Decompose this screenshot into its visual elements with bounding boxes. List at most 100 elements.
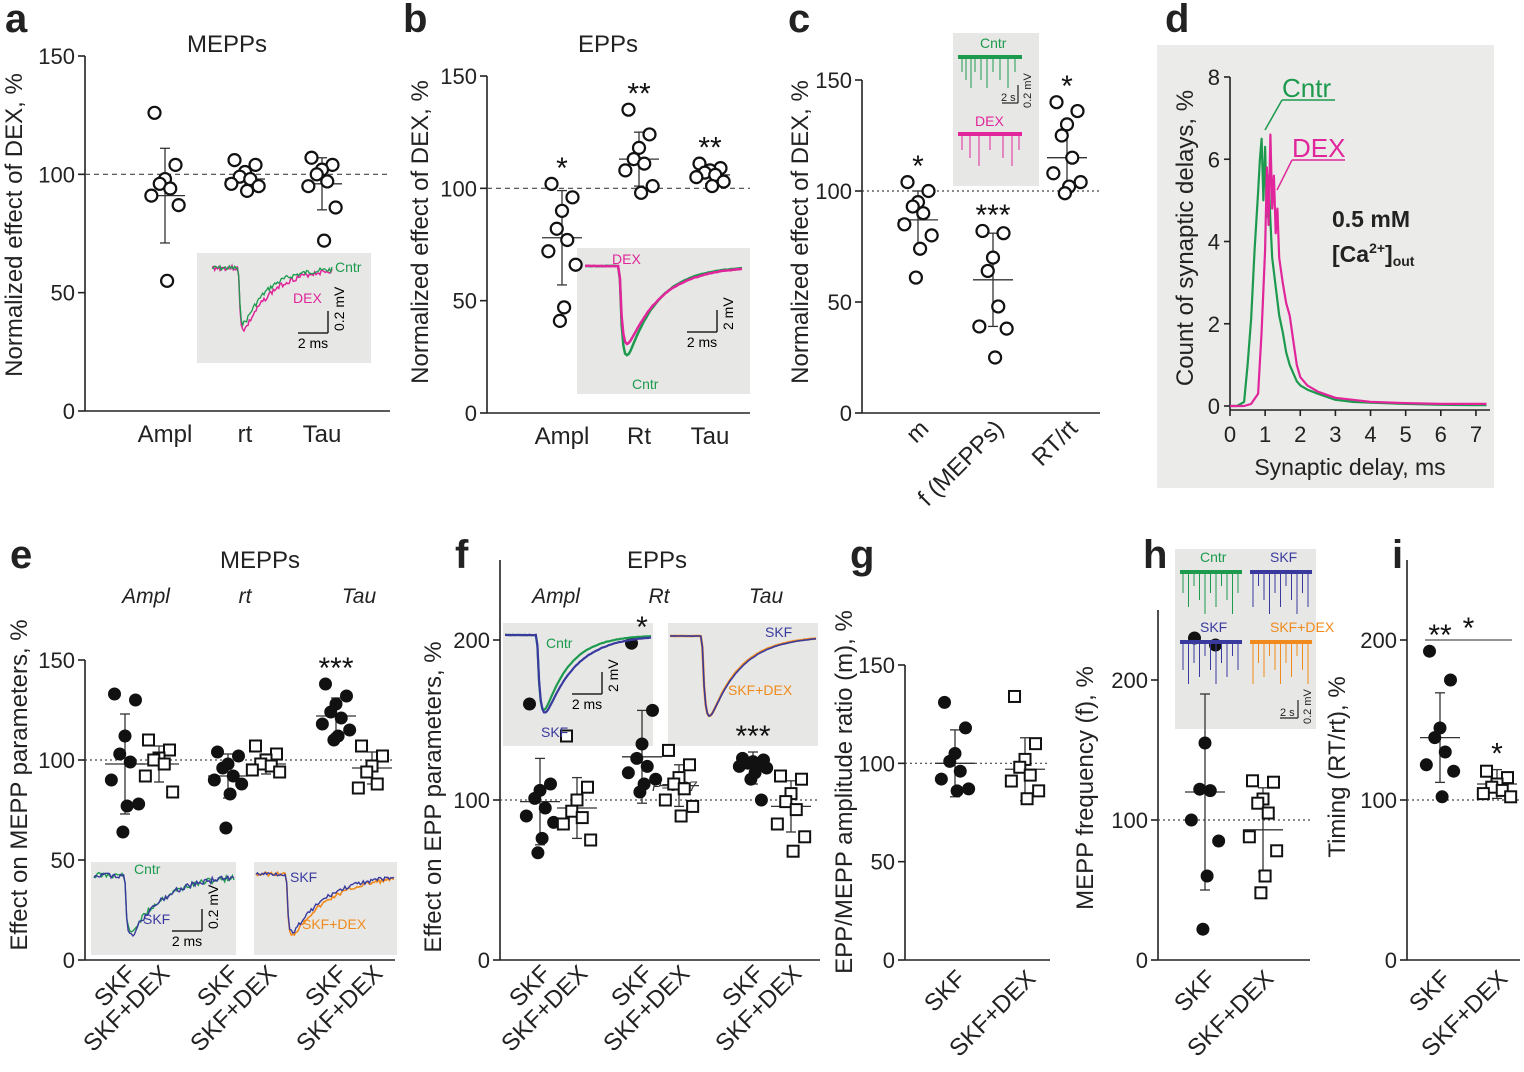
panel-f-point: [795, 772, 808, 786]
panel-h-point: [1267, 775, 1280, 789]
panel-f-group-0: [519, 697, 561, 860]
panel-e-group-1: [138, 733, 180, 799]
legend-dex-label: DEX: [1292, 133, 1345, 163]
panel-c-point: [999, 321, 1014, 336]
inset-f2-label-skf: SKF: [765, 624, 792, 640]
panel-i-category-label: SKF: [1404, 965, 1456, 1017]
inset-h-label-skf2: SKF: [1200, 619, 1227, 635]
panel-h-group-1: [1242, 774, 1284, 900]
panel-f-point: [649, 772, 663, 786]
panel-f-point: [744, 772, 758, 786]
panel-c-category-label: m: [901, 415, 934, 448]
panel-f-point: [531, 846, 545, 860]
panel-g-point: [1032, 784, 1046, 798]
panel-d-series-cntr: [1230, 137, 1487, 408]
panel-c-point: [1070, 103, 1085, 119]
panel-h-point: [1193, 782, 1207, 796]
panel-g-point: [943, 754, 957, 768]
panel-b-point: [565, 190, 580, 205]
panel-e-ytick-label: 50: [51, 848, 75, 873]
panel-e-point: [142, 733, 155, 747]
panel-h-ytick-label: 0: [1136, 948, 1148, 973]
panel-f-point: [686, 799, 700, 813]
panel-c-significance: ***: [975, 199, 1010, 232]
panel-g-ytick-label: 150: [858, 653, 895, 678]
panel-i-point: [1419, 758, 1433, 772]
panel-f-point: [575, 811, 589, 825]
panel-g-point: [1020, 792, 1034, 806]
panel-c-point: [1073, 175, 1088, 190]
panel-f-ylabel: Effect on EPP parameters, %: [420, 641, 447, 952]
panel-b-category-label: Ampl: [535, 423, 590, 450]
inset-e1-label-cntr: Cntr: [134, 861, 161, 877]
panel-c-ytick-label: 0: [840, 401, 852, 426]
panel-i-group-1: *: [1476, 738, 1518, 804]
panel-c-point: [972, 319, 987, 334]
panel-b-title: EPPs: [578, 31, 638, 58]
inset-a-scale-time-label: 2 ms: [298, 335, 328, 351]
panel-b-point: [544, 176, 559, 191]
panel-e-point: [376, 749, 389, 763]
panel-i-point: [1444, 673, 1457, 687]
panel-e-point: [235, 777, 249, 791]
inset-f1-label-skf: SKF: [541, 724, 568, 740]
panel-a-point: [301, 179, 316, 194]
inset-f1-scale-voltage-label: 2 mV: [605, 659, 621, 692]
inset-a-background: [197, 253, 371, 363]
panel-f-ytick-label: 200: [453, 628, 490, 653]
panel-e-point: [245, 763, 259, 777]
panel-e-point: [223, 787, 237, 801]
panel-f-point: [760, 761, 774, 775]
panel-f-point: [570, 793, 584, 807]
panel-a-ytick-label: 0: [63, 399, 75, 424]
panel-b-point: [642, 127, 657, 142]
panel-b-point: [618, 163, 633, 178]
inset-a-label-dex: DEX: [293, 290, 322, 306]
inset-e2-label-skfdex: SKF+DEX: [302, 916, 367, 932]
panel-f-point: [635, 737, 649, 751]
panel-d-series-dex: [1230, 133, 1487, 408]
panel-i-point: [1501, 771, 1514, 785]
panel-f-point: [565, 804, 579, 818]
panel-b-point: [568, 257, 583, 272]
panel-b-point: [645, 178, 660, 194]
panel-d-xtick-label: 4: [1364, 422, 1376, 447]
panel-f-point: [667, 777, 681, 791]
panel-label-b: b: [403, 0, 427, 41]
panel-h-ylabel: MEPP frequency (f), %: [1072, 666, 1099, 910]
panel-f-point: [538, 801, 552, 815]
inset-h-label-skfdex: SKF+DEX: [1270, 619, 1335, 635]
panel-f-point: [770, 817, 784, 831]
panel-f-point: [658, 793, 672, 807]
panel-e-point: [226, 769, 240, 783]
ca-close: ]: [1385, 241, 1393, 267]
panel-h-ytick-label: 100: [1111, 808, 1148, 833]
panel-i-point: [1447, 764, 1461, 778]
panel-b-significance: *: [556, 152, 568, 185]
panel-a-point: [147, 105, 162, 120]
panel-d-note-ca: [Ca2+]out: [1332, 240, 1415, 269]
panel-e-title: MEPPs: [220, 547, 300, 574]
inset-b-label-dex: DEX: [612, 251, 641, 267]
panel-c-group-0: *: [897, 150, 939, 285]
panel-b-group-0: *: [541, 152, 583, 328]
inset-b-scale-time-label: 2 ms: [687, 334, 717, 350]
panel-e-group-0: [104, 687, 146, 839]
panel-f-point: [646, 703, 659, 717]
panel-f-point: [732, 759, 746, 773]
panel-f-significance: ***: [735, 720, 770, 753]
panel-f-group-3: [658, 743, 700, 823]
inset-h-scale-voltage-label: 0.2 mV: [1302, 688, 1314, 724]
legend-cntr-leader: [1264, 99, 1283, 131]
panel-e-point: [211, 745, 224, 759]
panel-f-point: [581, 780, 594, 794]
panel-e-point: [360, 765, 374, 779]
panel-h-point: [1242, 830, 1256, 844]
panel-f-point: [789, 803, 803, 817]
panel-g-point: [1008, 689, 1021, 703]
panel-c-ytick-label: 50: [828, 290, 852, 315]
panel-f-ytick-label: 0: [478, 948, 490, 973]
panel-h-point: [1212, 834, 1226, 848]
panel-i-point: [1504, 790, 1518, 804]
panel-i-point: [1438, 745, 1452, 759]
